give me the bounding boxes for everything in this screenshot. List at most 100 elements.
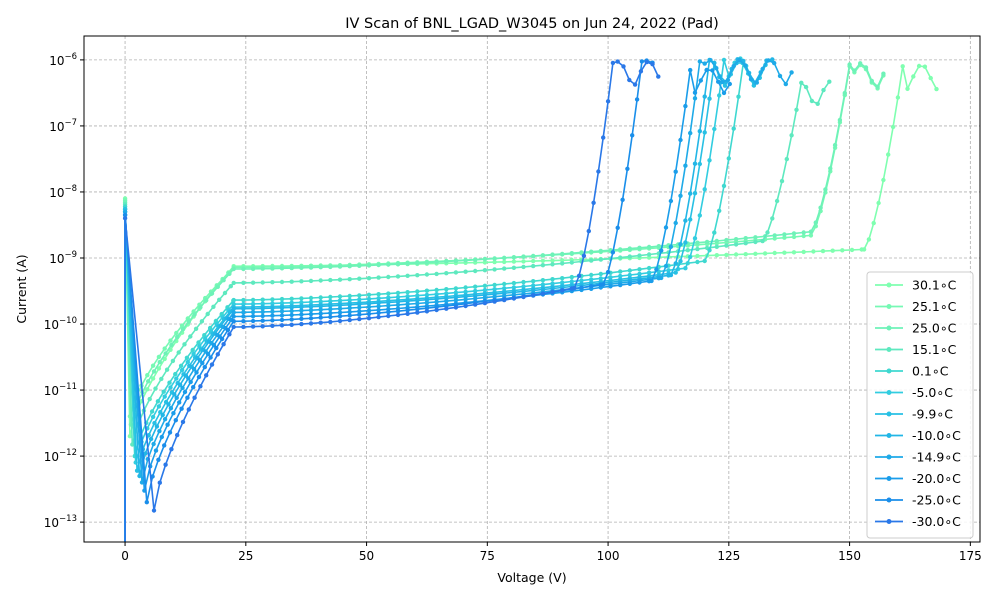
y-tick-label: 10−6 (49, 52, 77, 68)
data-point (760, 66, 765, 72)
data-point (482, 260, 488, 265)
y-axis-label: Current (A) (14, 254, 29, 323)
data-point (299, 304, 304, 310)
data-point (337, 310, 343, 315)
data-point (610, 60, 616, 66)
data-point (579, 250, 584, 255)
data-point (794, 107, 799, 113)
data-point (347, 317, 352, 323)
data-point (174, 376, 179, 381)
data-point (299, 308, 304, 313)
data-point (605, 99, 611, 104)
data-point (511, 265, 517, 270)
data-point (424, 300, 430, 305)
data-point (618, 255, 623, 260)
data-point (366, 263, 372, 268)
data-point (830, 248, 835, 253)
data-point (719, 79, 725, 85)
data-point (712, 126, 717, 132)
legend-label: 25.0∘C (912, 321, 957, 336)
data-point (127, 434, 133, 439)
legend-item: -30.0∘C (875, 514, 961, 529)
data-point (270, 309, 275, 314)
data-point (395, 309, 401, 314)
data-point (279, 323, 285, 328)
data-point (241, 324, 246, 330)
data-point (618, 282, 623, 288)
data-point (250, 318, 256, 324)
data-point (531, 263, 536, 269)
data-point (589, 272, 594, 278)
y-tick-label: 10−9 (49, 250, 77, 266)
legend-label: -9.9∘C (912, 407, 953, 422)
legend-item: 25.0∘C (875, 321, 957, 336)
data-point (211, 343, 217, 348)
legend-item: 30.1∘C (875, 278, 957, 293)
data-point (159, 376, 164, 382)
data-point (638, 69, 644, 74)
data-point (357, 316, 362, 322)
data-point (194, 370, 199, 375)
data-point (250, 280, 256, 285)
data-point (811, 249, 816, 254)
data-point (405, 261, 410, 266)
data-point (772, 233, 777, 238)
data-point (231, 301, 236, 307)
data-point (540, 291, 546, 296)
data-point (473, 288, 478, 294)
data-point (270, 305, 275, 311)
data-point (702, 94, 707, 99)
data-point (289, 305, 294, 310)
data-point (415, 310, 420, 315)
data-point (473, 284, 478, 289)
data-point (637, 253, 642, 258)
data-point (299, 265, 304, 270)
data-point (692, 161, 698, 166)
data-point (589, 258, 594, 263)
data-point (366, 276, 372, 281)
data-point (415, 298, 420, 303)
data-point (598, 276, 603, 281)
data-point (572, 285, 577, 291)
data-point (511, 285, 517, 290)
data-point (170, 358, 176, 364)
data-point (632, 82, 638, 87)
data-point (270, 280, 275, 285)
y-tick-label: 10−12 (44, 448, 77, 464)
data-point (376, 262, 381, 268)
data-point (395, 299, 401, 304)
data-point (827, 79, 832, 84)
data-point (151, 508, 157, 513)
data-point (231, 306, 236, 311)
y-tick-exponent: −12 (59, 448, 77, 458)
data-point (299, 296, 304, 301)
data-point (842, 90, 847, 96)
data-point (722, 83, 728, 88)
data-point (260, 266, 265, 271)
data-point (289, 265, 294, 271)
data-point (231, 266, 236, 272)
data-point (270, 297, 275, 302)
legend-marker (886, 433, 892, 438)
data-point (357, 305, 362, 310)
data-point (434, 287, 439, 293)
data-point (191, 367, 197, 372)
data-point (175, 334, 180, 340)
data-point (502, 266, 507, 271)
data-point (415, 293, 420, 298)
data-point (299, 316, 304, 321)
data-point (328, 294, 333, 300)
data-point (685, 248, 690, 253)
data-point (799, 80, 804, 86)
data-point (148, 436, 154, 442)
data-point (328, 307, 333, 312)
data-point (916, 63, 922, 69)
data-point (337, 264, 343, 269)
data-point (695, 253, 700, 259)
data-point (550, 262, 555, 267)
data-point (145, 387, 150, 392)
data-point (748, 77, 754, 82)
data-point (405, 273, 410, 278)
data-point (869, 78, 874, 84)
